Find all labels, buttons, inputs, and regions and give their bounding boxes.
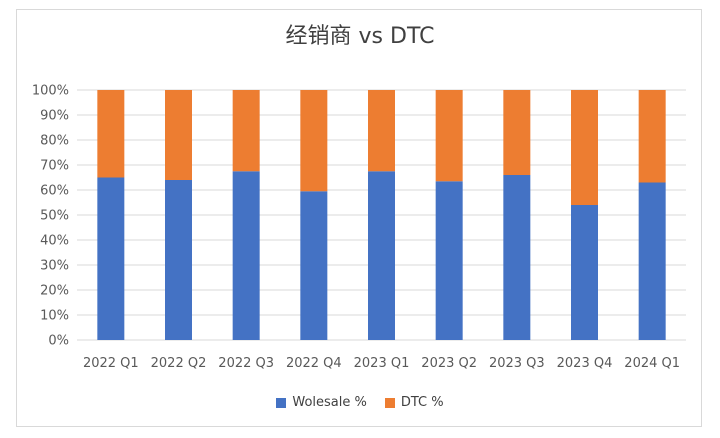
bar-wholesale (638, 182, 666, 340)
bar-dtc (571, 90, 598, 205)
legend: Wolesale % DTC % (0, 395, 720, 410)
legend-label-wholesale: Wolesale % (292, 395, 367, 410)
bar-wholesale (232, 171, 260, 340)
bar-wholesale (571, 205, 598, 340)
bar-wholesale (368, 171, 395, 340)
bar-wholesale (97, 177, 125, 340)
x-tick-label: 2022 Q3 (218, 356, 274, 371)
bar-dtc (435, 90, 463, 182)
x-tick-label: 2023 Q4 (557, 356, 613, 371)
bar-dtc (165, 90, 192, 180)
bars (97, 90, 666, 340)
legend-item-wholesale: Wolesale % (276, 395, 367, 410)
legend-item-dtc: DTC % (384, 395, 444, 410)
bar-wholesale (503, 175, 531, 340)
legend-swatch-dtc (384, 397, 395, 408)
bar-wholesale (435, 181, 463, 340)
y-axis-tick-labels: 0% 10% 20% 30% 40% 50% 60% 70% 80% 90% 100% (32, 84, 69, 349)
x-tick-label: 2022 Q4 (286, 356, 342, 371)
y-tick-label: 20% (40, 284, 69, 299)
x-tick-label: 2023 Q3 (489, 356, 545, 371)
y-tick-label: 70% (40, 159, 69, 174)
bar-dtc (232, 90, 260, 172)
x-tick-label: 2022 Q1 (83, 356, 139, 371)
y-tick-label: 0% (48, 334, 69, 349)
x-tick-label: 2023 Q1 (354, 356, 410, 371)
y-tick-label: 40% (40, 234, 69, 249)
bar-dtc (368, 90, 395, 172)
y-tick-label: 30% (40, 259, 69, 274)
bar-dtc (300, 90, 328, 192)
legend-swatch-wholesale (276, 397, 287, 408)
y-tick-label: 50% (40, 209, 69, 224)
x-tick-label: 2023 Q2 (421, 356, 477, 371)
bar-wholesale (300, 191, 328, 340)
y-tick-label: 60% (40, 184, 69, 199)
y-tick-label: 100% (32, 84, 69, 99)
x-axis-tick-labels: 2022 Q1 2022 Q2 2022 Q3 2022 Q4 2023 Q1 2023 … (83, 356, 680, 371)
bar-dtc (97, 90, 125, 178)
y-tick-label: 10% (40, 309, 69, 324)
y-tick-label: 90% (40, 109, 69, 124)
bar-wholesale (165, 180, 192, 340)
bar-dtc (638, 90, 666, 183)
x-tick-label: 2022 Q2 (151, 356, 207, 371)
legend-label-dtc: DTC % (400, 395, 444, 410)
y-tick-label: 80% (40, 134, 69, 149)
x-tick-label: 2024 Q1 (624, 356, 680, 371)
bar-dtc (503, 90, 531, 175)
chart-title: 经销商 vs DTC (285, 24, 435, 49)
